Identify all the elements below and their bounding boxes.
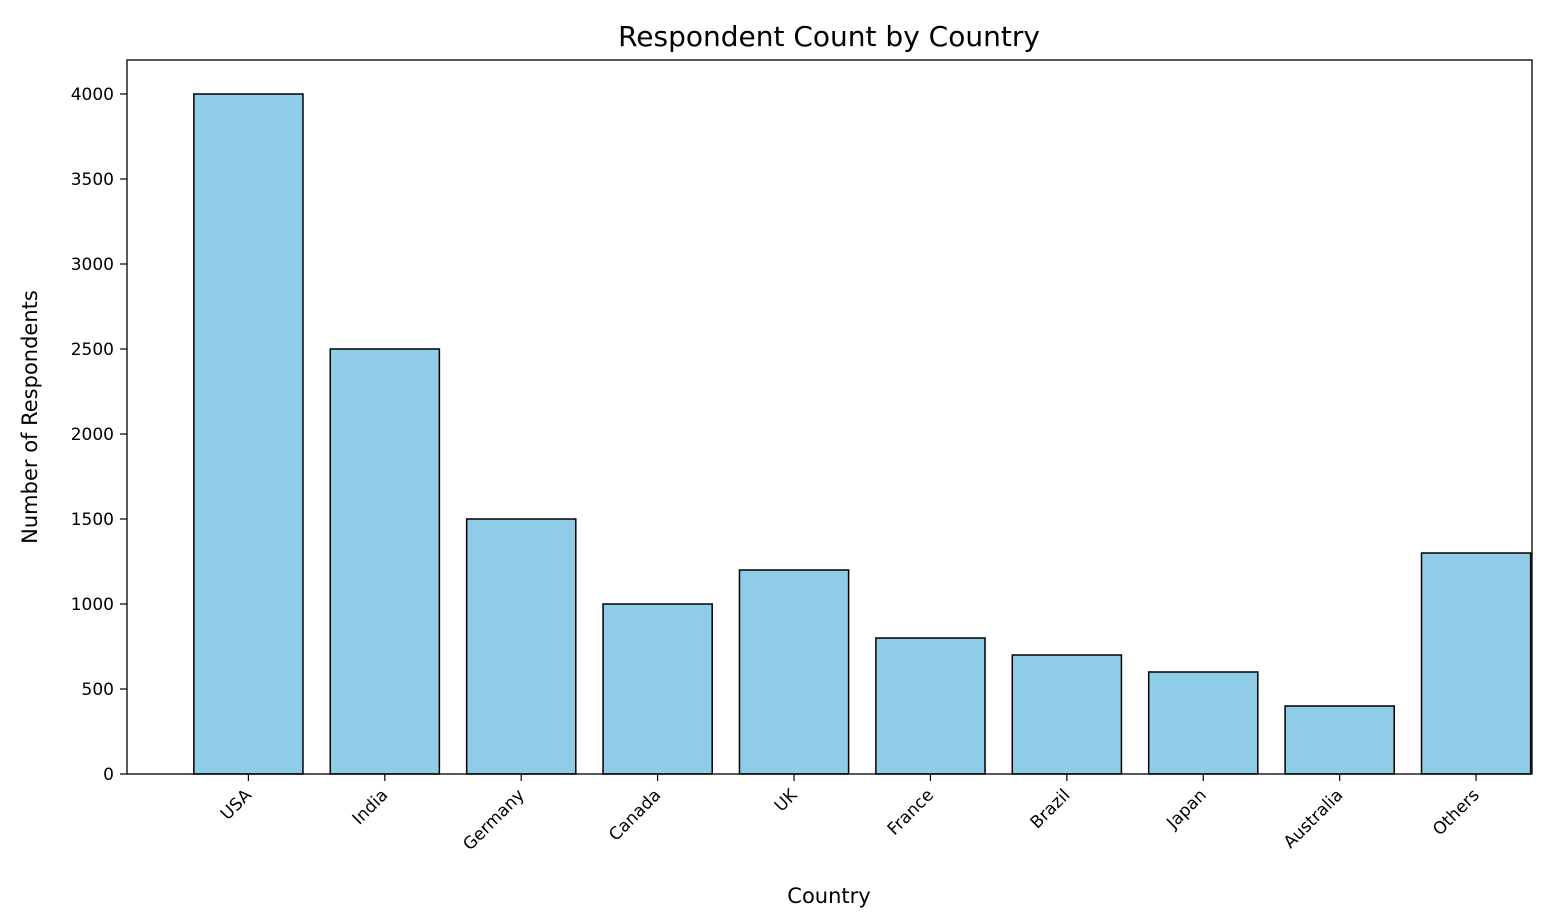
y-tick-label: 3000	[71, 255, 114, 275]
y-axis-label: Number of Respondents	[18, 290, 42, 544]
x-tick-label: UK	[771, 785, 802, 816]
y-tick-label: 2500	[71, 340, 114, 360]
x-tick-label: Brazil	[1027, 785, 1075, 833]
bar-usa	[193, 93, 304, 775]
bar-brazil	[1011, 654, 1123, 775]
bar-australia	[1284, 705, 1395, 775]
bar-france	[875, 637, 986, 775]
y-tick-label: 4000	[71, 85, 114, 105]
y-tick-label: 1000	[71, 595, 114, 615]
y-tick-label: 1500	[71, 510, 114, 530]
x-tick-label: Canada	[605, 785, 665, 845]
bar-others	[1420, 552, 1532, 775]
x-tick-label: France	[884, 785, 938, 839]
plot-area: 0 500 1000 1500 2000 2500 3000 3500 4000 USA India…	[71, 59, 1533, 855]
x-tick-label: Japan	[1162, 785, 1210, 833]
x-tick-label: USA	[217, 785, 256, 824]
plot-frame	[126, 59, 1533, 775]
x-tick-label: Australia	[1280, 785, 1347, 852]
chart-title: Respondent Count by Country	[618, 20, 1040, 53]
y-tick-label: 500	[82, 680, 114, 700]
x-tick-label: India	[349, 785, 393, 829]
y-tick-label: 0	[103, 765, 114, 785]
y-tick-label: 3500	[71, 170, 114, 190]
bar-canada	[602, 603, 713, 775]
bar-uk	[738, 569, 850, 775]
x-tick-label: Others	[1429, 785, 1484, 840]
bar-japan	[1147, 671, 1259, 775]
y-tick-label: 2000	[71, 425, 114, 445]
x-axis-label: Country	[787, 884, 870, 908]
bar-germany	[465, 518, 577, 775]
x-tick-label: Germany	[459, 785, 528, 854]
bar-india	[329, 348, 441, 775]
